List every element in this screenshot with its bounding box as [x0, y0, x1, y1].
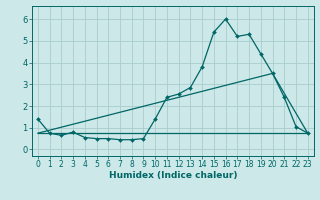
X-axis label: Humidex (Indice chaleur): Humidex (Indice chaleur) [108, 171, 237, 180]
